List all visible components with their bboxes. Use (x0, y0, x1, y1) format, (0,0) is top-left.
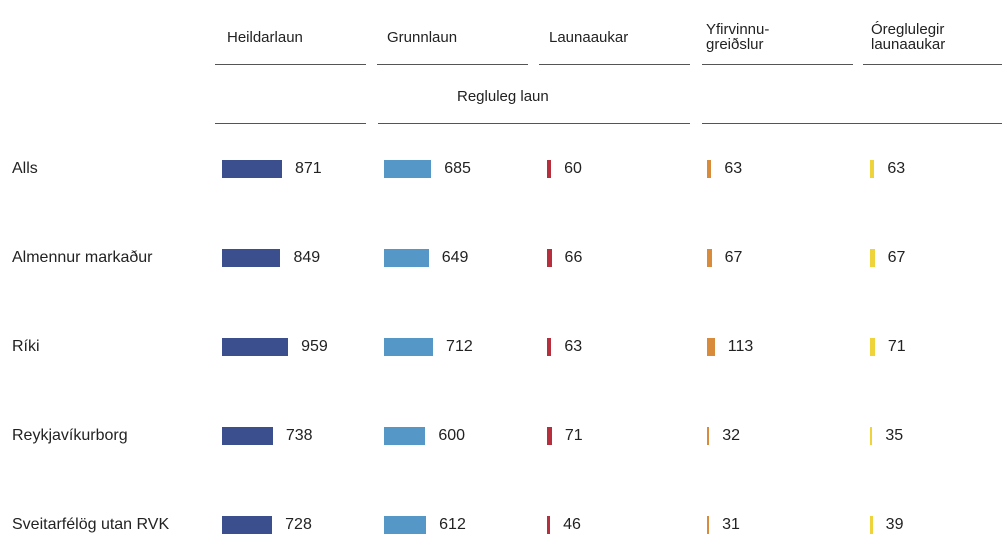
value-label: 612 (439, 516, 466, 533)
bar (547, 249, 552, 267)
bar (222, 516, 273, 534)
bar (547, 427, 552, 445)
bar (384, 249, 429, 267)
bar (870, 516, 873, 534)
value-label: 113 (727, 338, 754, 355)
bar (870, 160, 875, 178)
value-label: 959 (301, 338, 328, 355)
header-rule (702, 123, 1002, 124)
row-label: Ríki (12, 338, 40, 355)
value-label: 738 (285, 427, 313, 444)
value-label: 728 (285, 516, 312, 533)
value-label: 600 (438, 427, 466, 444)
bar (384, 516, 427, 534)
row-label: Reykjavíkurborg (12, 427, 128, 444)
value-label: 63 (887, 160, 906, 177)
value-label: 60 (564, 160, 582, 177)
row-label: Alls (12, 160, 38, 177)
value-label: 66 (564, 249, 583, 266)
bar (707, 160, 712, 178)
header-rule (702, 64, 853, 65)
bar (870, 338, 875, 356)
bar (222, 427, 273, 445)
value-label: 849 (293, 249, 321, 266)
bar (222, 249, 281, 267)
bar (384, 338, 434, 356)
bar (870, 427, 873, 445)
header-rule (539, 64, 690, 65)
bar (707, 427, 710, 445)
bar (222, 338, 289, 356)
bar (870, 249, 875, 267)
bar (222, 160, 282, 178)
column-header: Grunnlaun (387, 29, 458, 46)
value-label: 712 (446, 338, 473, 355)
header-rule (863, 64, 1002, 65)
bar (707, 249, 712, 267)
header-rule (377, 64, 528, 65)
bar (384, 160, 432, 178)
value-label: 32 (722, 427, 740, 444)
bar (707, 516, 710, 534)
column-header: Launaaukar (549, 29, 629, 46)
column-header: Heildarlaun (227, 29, 303, 46)
bar (384, 427, 426, 445)
header-rule (215, 123, 366, 124)
column-header: Óreglulegir launaaukar (871, 21, 946, 53)
column-header: Yfirvinnu- greiðslur (706, 21, 770, 53)
value-label: 63 (724, 160, 743, 177)
value-label: 67 (887, 249, 906, 266)
header-rule (378, 123, 690, 124)
value-label: 39 (885, 516, 904, 533)
value-label: 67 (724, 249, 743, 266)
value-label: 71 (564, 427, 583, 444)
group-label: Regluleg laun (457, 88, 549, 105)
value-label: 871 (295, 160, 322, 177)
value-label: 31 (722, 516, 740, 533)
row-label: Almennur markaður (12, 249, 153, 266)
bar (547, 516, 551, 534)
value-label: 46 (563, 516, 581, 533)
value-label: 685 (444, 160, 471, 177)
value-label: 71 (887, 338, 906, 355)
bar (707, 338, 715, 356)
value-label: 649 (441, 249, 469, 266)
header-rule (215, 64, 366, 65)
bar (547, 160, 552, 178)
row-label: Sveitarfélög utan RVK (12, 516, 170, 533)
bar (547, 338, 552, 356)
value-label: 35 (885, 427, 904, 444)
value-label: 63 (564, 338, 583, 355)
